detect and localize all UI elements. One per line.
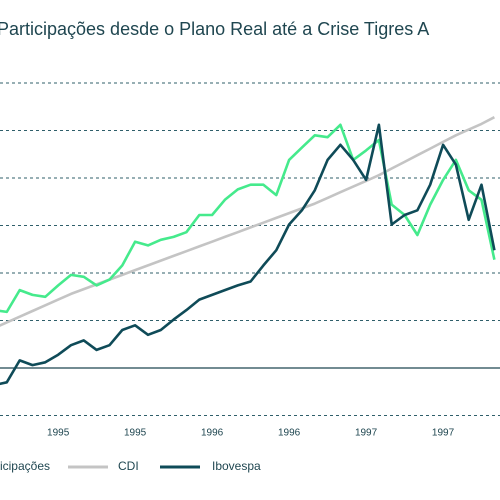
x-tick-label: 1996 — [278, 428, 301, 439]
chart-title: Participações desde o Plano Real até a C… — [0, 19, 429, 39]
x-tick-label: 1995 — [124, 428, 147, 439]
legend-label: Participações — [0, 459, 50, 473]
series-line — [0, 123, 496, 314]
x-tick-label: 1997 — [355, 428, 378, 439]
legend-label: CDI — [118, 459, 139, 473]
x-tick-label: 1996 — [201, 428, 224, 439]
x-tick-label: 1995 — [47, 428, 70, 439]
legend-label: Ibovespa — [212, 459, 261, 473]
series-line — [0, 123, 496, 386]
series-line — [0, 116, 495, 327]
x-tick-label: 1997 — [432, 428, 455, 439]
